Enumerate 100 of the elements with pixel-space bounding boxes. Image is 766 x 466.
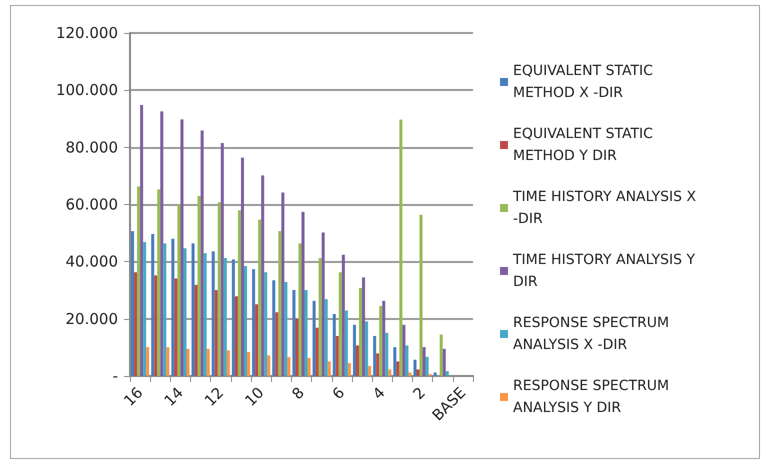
y-tick-label: 120.000: [56, 24, 118, 42]
bar: [318, 258, 322, 376]
bar: [408, 372, 412, 376]
bar: [356, 345, 360, 376]
bar: [352, 324, 356, 376]
bar: [373, 336, 376, 376]
y-tick-label: 20.000: [66, 310, 118, 328]
bar: [385, 332, 388, 376]
bar: [252, 269, 256, 376]
bar: [308, 358, 311, 376]
bar: [275, 312, 278, 376]
bar: [399, 120, 402, 376]
bar: [348, 363, 351, 376]
bar: [240, 158, 244, 376]
bar: [200, 130, 204, 376]
bar: [238, 210, 241, 376]
bar: [194, 284, 198, 376]
bar: [442, 348, 446, 376]
bar: [186, 348, 190, 376]
y-tick-label: 100.000: [56, 81, 118, 100]
bar: [284, 282, 288, 376]
bar: [281, 192, 284, 376]
bar: [446, 371, 449, 376]
bar: [393, 347, 396, 376]
x-tick-label: 12: [200, 384, 228, 410]
bar: [140, 105, 144, 376]
y-tick-label: -: [112, 367, 118, 385]
bar: [171, 238, 174, 376]
bar: [166, 347, 170, 376]
y-tick-label: 80.000: [66, 138, 118, 156]
bar: [434, 372, 437, 376]
x-tick-label: 2: [409, 384, 429, 404]
bar: [247, 352, 250, 376]
bar: [426, 356, 429, 376]
bar: [332, 314, 336, 376]
bar: [328, 361, 331, 376]
bar: [382, 300, 386, 376]
bar: [174, 278, 178, 376]
bar: [224, 258, 227, 376]
bar: [146, 347, 150, 376]
bar: [131, 231, 134, 376]
x-tick-label: 14: [160, 384, 187, 410]
bar: [134, 272, 138, 376]
bar: [422, 347, 426, 376]
bar: [388, 369, 392, 376]
bar: [232, 259, 235, 376]
bar: [267, 355, 270, 376]
bar: [359, 288, 362, 376]
bar: [206, 348, 210, 376]
bar: [365, 321, 368, 376]
legend-label: RESPONSE SPECTRUM ANALYSIS X -DIR: [513, 315, 674, 353]
bar: [192, 243, 195, 376]
bar: [379, 306, 382, 376]
bar: [157, 189, 160, 376]
bar: [272, 280, 276, 376]
bar: [287, 357, 290, 376]
bar: [338, 272, 342, 376]
bar: [344, 310, 348, 376]
x-tick-label: 4: [369, 384, 389, 404]
y-tick-label: 60.000: [66, 196, 118, 214]
bar: [220, 143, 224, 376]
bar: [316, 328, 319, 376]
bar: [420, 214, 423, 376]
bar: [278, 231, 282, 376]
legend-label: TIME HISTORY ANALYSIS X -DIR: [512, 189, 701, 227]
x-tick-label: 10: [241, 384, 268, 410]
bar: [416, 369, 420, 376]
bar: [295, 318, 298, 376]
bar: [214, 290, 218, 376]
bar: [376, 353, 380, 376]
bar: [204, 253, 207, 376]
bar: [264, 272, 268, 376]
bar: [255, 304, 258, 376]
bar: [261, 175, 264, 376]
bar: [226, 350, 230, 376]
bar: [258, 220, 262, 376]
bar: [183, 248, 186, 376]
bar: [362, 277, 366, 376]
bar: [177, 204, 180, 376]
bar: [244, 266, 248, 376]
bar: [212, 251, 215, 376]
bar: [234, 296, 238, 376]
bar: [342, 254, 345, 376]
bar: [336, 336, 339, 376]
legend-label: EQUIVALENT STATIC METHOD Y DIR: [513, 126, 658, 164]
legend-label: EQUIVALENT STATIC METHOD X -DIR: [513, 63, 658, 101]
y-tick-label: 40.000: [66, 252, 118, 271]
x-tick-label: 16: [120, 384, 146, 410]
bar: [160, 111, 164, 376]
bar: [405, 345, 408, 376]
bar: [298, 243, 302, 376]
bar: [396, 361, 400, 376]
bar: [302, 212, 305, 376]
bar: [292, 290, 296, 376]
bar: [180, 119, 184, 376]
bar: [413, 360, 417, 376]
x-tick-label: 8: [288, 384, 308, 404]
bar: [368, 366, 372, 376]
legend-label: RESPONSE SPECTRUM ANALYSIS Y DIR: [513, 378, 674, 416]
bar: [163, 243, 166, 376]
